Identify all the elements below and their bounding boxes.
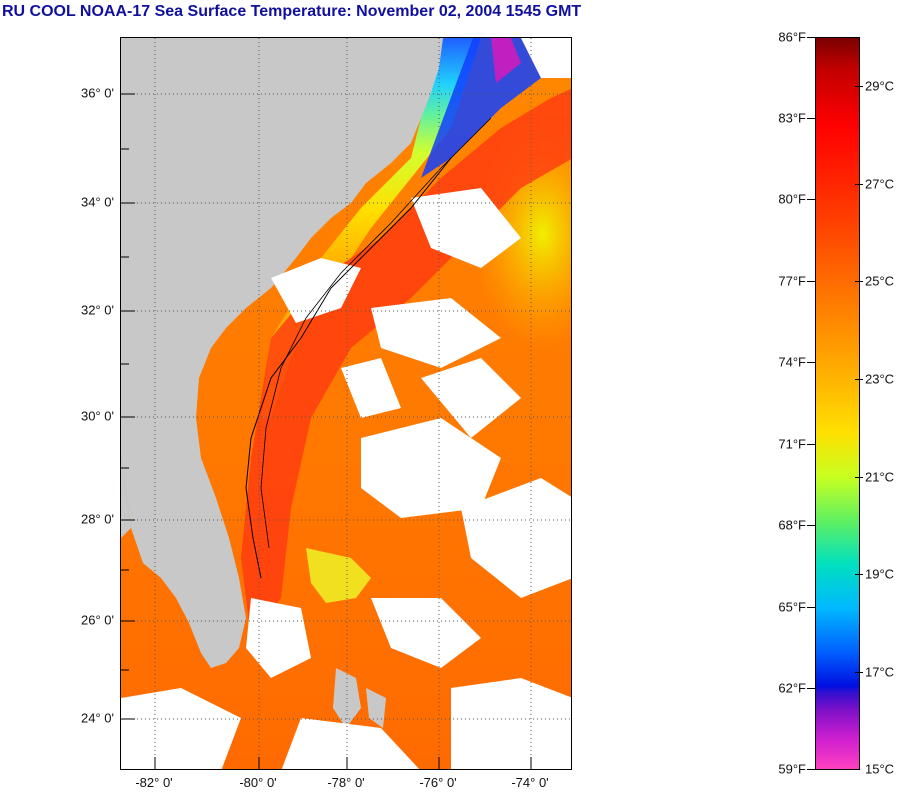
colorbar-tick [807, 688, 815, 689]
colorbar-tick [807, 607, 815, 608]
colorbar-f-83: 83°F [778, 110, 806, 126]
lat-label-32: 32° 0' [81, 302, 114, 318]
colorbar-c-17: 17°C [865, 664, 895, 680]
lat-label-28: 28° 0' [81, 511, 114, 527]
colorbar-tick [807, 281, 815, 282]
colorbar-tick [807, 525, 815, 526]
colorbar-c-25: 25°C [865, 273, 895, 289]
colorbar-f-74: 74°F [778, 354, 806, 370]
lon-label-82: -82° 0' [135, 775, 173, 790]
colorbar-f-65: 65°F [778, 599, 806, 615]
colorbar-tick [807, 37, 815, 38]
lat-label-30: 30° 0' [81, 408, 114, 424]
axis-ticks [121, 93, 532, 769]
colorbar-tick [855, 672, 863, 673]
colorbar-f-80: 80°F [778, 191, 806, 207]
sst-map[interactable] [120, 37, 572, 770]
cloud-cover [121, 38, 571, 769]
colorbar-c-27: 27°C [865, 176, 895, 192]
colorbar-tick [807, 362, 815, 363]
colorbar-f-77: 77°F [778, 273, 806, 289]
colorbar-f-86: 86°F [778, 29, 806, 45]
colorbar-tick [807, 118, 815, 119]
colorbar-tick [855, 184, 863, 185]
lat-label-24: 24° 0' [81, 710, 114, 726]
colorbar-c-21: 21°C [865, 469, 895, 485]
colorbar-c-15: 15°C [865, 761, 895, 777]
lon-label-78: -78° 0' [327, 775, 365, 790]
colorbar-tick [855, 281, 863, 282]
temperature-colorbar [815, 37, 860, 770]
colorbar-f-68: 68°F [778, 517, 806, 533]
lat-label-26: 26° 0' [81, 612, 114, 628]
colorbar-tick [807, 199, 815, 200]
colorbar-tick [855, 477, 863, 478]
colorbar-f-71: 71°F [778, 436, 806, 452]
colorbar-f-59: 59°F [778, 761, 806, 777]
colorbar-c-29: 29°C [865, 78, 895, 94]
bahamas-bank [306, 548, 371, 603]
gulf-stream [241, 88, 571, 638]
graticule [121, 38, 571, 769]
colorbar-tick [855, 86, 863, 87]
colorbar-tick [855, 574, 863, 575]
lat-label-36: 36° 0' [81, 85, 114, 101]
colorbar-tick [855, 379, 863, 380]
sst-map-canvas [121, 38, 571, 769]
lon-label-76: -76° 0' [419, 775, 457, 790]
colorbar-tick [807, 769, 815, 770]
colorbar-c-19: 19°C [865, 566, 895, 582]
colorbar-f-62: 62°F [778, 680, 806, 696]
colorbar-c-23: 23°C [865, 371, 895, 387]
lon-label-80: -80° 0' [239, 775, 277, 790]
land-mass [121, 38, 443, 668]
colorbar-tick [807, 444, 815, 445]
lat-label-34: 34° 0' [81, 194, 114, 210]
lon-label-74: -74° 0' [511, 775, 549, 790]
shelf-water [261, 38, 481, 418]
map-title: RU COOL NOAA-17 Sea Surface Temperature:… [2, 3, 582, 20]
